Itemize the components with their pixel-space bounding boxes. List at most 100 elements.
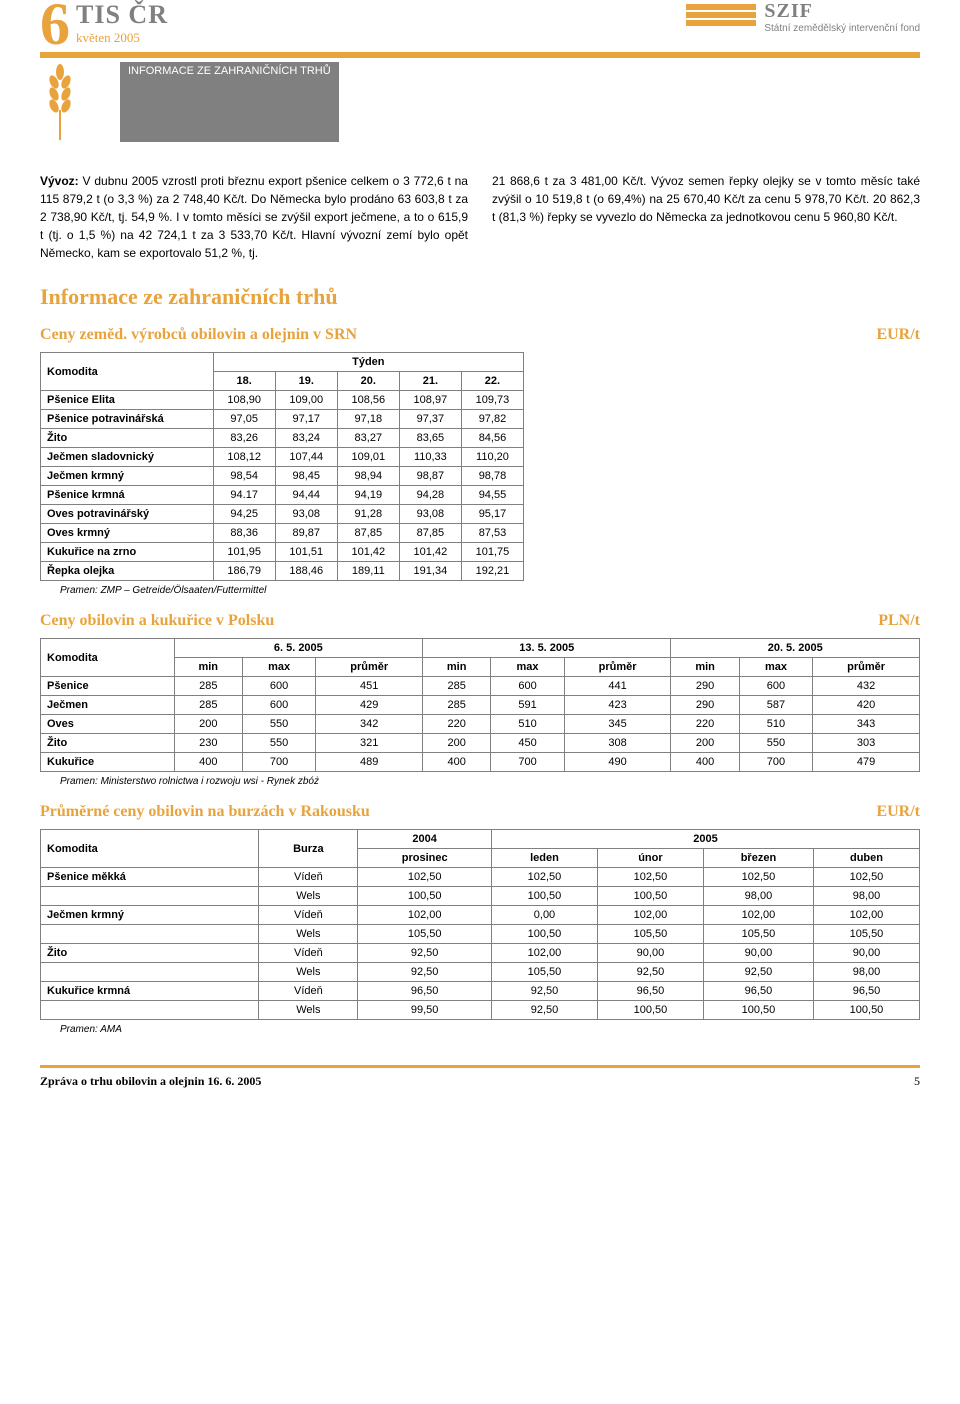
cell: 100,50: [358, 887, 492, 906]
cell: 97,37: [399, 410, 461, 429]
rakousko-month-header: prosinec: [358, 849, 492, 868]
cell: 109,73: [461, 391, 523, 410]
rakousko-heading: Průměrné ceny obilovin na burzách v Rako…: [40, 803, 920, 821]
body-text: Vývoz: V dubnu 2005 vzrostl proti březnu…: [40, 172, 920, 262]
cell: 285: [174, 677, 242, 696]
vyvoz-label: Vývoz:: [40, 174, 79, 188]
cell: 92,50: [703, 963, 813, 982]
rakousko-th-komodita: Komodita: [41, 830, 259, 868]
cell: 591: [491, 696, 564, 715]
rakousko-th-burza: Burza: [259, 830, 358, 868]
cell: 432: [813, 677, 920, 696]
burza-cell: Vídeň: [259, 868, 358, 887]
cell: 97,17: [275, 410, 337, 429]
cell: 220: [671, 715, 739, 734]
polsko-date-1: 13. 5. 2005: [423, 639, 671, 658]
cell: 99,50: [358, 1001, 492, 1020]
cell: 308: [564, 734, 671, 753]
cell: 189,11: [337, 562, 399, 581]
cell: 342: [316, 715, 423, 734]
srn-week-header: 22.: [461, 372, 523, 391]
cell: 98,54: [213, 467, 275, 486]
cell: 321: [316, 734, 423, 753]
cell: 303: [813, 734, 920, 753]
cell: 700: [739, 753, 812, 772]
cell: 105,50: [813, 925, 919, 944]
cell: 700: [491, 753, 564, 772]
cell: 97,05: [213, 410, 275, 429]
cell: 87,85: [337, 524, 399, 543]
cell: 230: [174, 734, 242, 753]
table-row: Žito230550321200450308200550303: [41, 734, 920, 753]
cell: 290: [671, 696, 739, 715]
szif-subtitle: Státní zemědělský intervenční fond: [764, 23, 920, 34]
cell: 108,97: [399, 391, 461, 410]
cell: 285: [174, 696, 242, 715]
row-label: Ječmen sladovnický: [41, 448, 214, 467]
szif-logo-icon: [686, 4, 756, 26]
row-label: [41, 1001, 259, 1020]
cell: 441: [564, 677, 671, 696]
cell: 429: [316, 696, 423, 715]
polsko-th-komodita: Komodita: [41, 639, 175, 677]
cell: 700: [242, 753, 315, 772]
cell: 550: [739, 734, 812, 753]
rakousko-source: Pramen: AMA: [60, 1024, 920, 1035]
polsko-subheader: max: [491, 658, 564, 677]
row-label: Řepka olejka: [41, 562, 214, 581]
issue-number: 6: [40, 0, 70, 48]
polsko-subheader: min: [174, 658, 242, 677]
cell: 109,00: [275, 391, 337, 410]
table-row: Ječmen sladovnický108,12107,44109,01110,…: [41, 448, 524, 467]
cell: 102,00: [597, 906, 703, 925]
row-label: Pšenice: [41, 677, 175, 696]
table-row: Oves potravinářský94,2593,0891,2893,0895…: [41, 505, 524, 524]
cell: 102,00: [813, 906, 919, 925]
cell: 90,00: [703, 944, 813, 963]
cell: 110,33: [399, 448, 461, 467]
cell: 285: [423, 696, 491, 715]
cell: 83,26: [213, 429, 275, 448]
cell: 94,55: [461, 486, 523, 505]
polsko-unit: PLN/t: [878, 612, 920, 630]
cell: 192,21: [461, 562, 523, 581]
polsko-date-2: 20. 5. 2005: [671, 639, 920, 658]
cell: 290: [671, 677, 739, 696]
rakousko-year1: 2004: [358, 830, 492, 849]
cell: 92,50: [492, 982, 598, 1001]
header-date: květen 2005: [76, 30, 168, 46]
cell: 94,25: [213, 505, 275, 524]
srn-unit: EUR/t: [876, 326, 920, 344]
cell: 83,27: [337, 429, 399, 448]
wheat-icon: [40, 62, 80, 142]
cell: 600: [242, 677, 315, 696]
page-header: 6 TIS ČR květen 2005 SZIF Státní zeměděl…: [40, 0, 920, 58]
rakousko-month-header: březen: [703, 849, 813, 868]
cell: 109,01: [337, 448, 399, 467]
cell: 83,24: [275, 429, 337, 448]
cell: 100,50: [492, 925, 598, 944]
row-label: Kukuřice: [41, 753, 175, 772]
rakousko-year2: 2005: [492, 830, 920, 849]
row-label: Pšenice krmná: [41, 486, 214, 505]
cell: 91,28: [337, 505, 399, 524]
table-row: Řepka olejka186,79188,46189,11191,34192,…: [41, 562, 524, 581]
cell: 102,50: [358, 868, 492, 887]
cell: 108,12: [213, 448, 275, 467]
row-label: Oves krmný: [41, 524, 214, 543]
cell: 93,08: [399, 505, 461, 524]
polsko-subheader: max: [242, 658, 315, 677]
body-col1-text: V dubnu 2005 vzrostl proti březnu export…: [40, 174, 468, 260]
rakousko-month-header: únor: [597, 849, 703, 868]
row-label: Oves potravinářský: [41, 505, 214, 524]
cell: 600: [242, 696, 315, 715]
tis-label: TIS ČR: [76, 0, 168, 30]
cell: 188,46: [275, 562, 337, 581]
table-row: Oves200550342220510345220510343: [41, 715, 920, 734]
table-row: Žito83,2683,2483,2783,6584,56: [41, 429, 524, 448]
cell: 200: [423, 734, 491, 753]
row-label: Ječmen krmný: [41, 906, 259, 925]
burza-cell: Vídeň: [259, 982, 358, 1001]
srn-week-header: 21.: [399, 372, 461, 391]
table-row: Pšenice krmná94.1794,4494,1994,2894,55: [41, 486, 524, 505]
